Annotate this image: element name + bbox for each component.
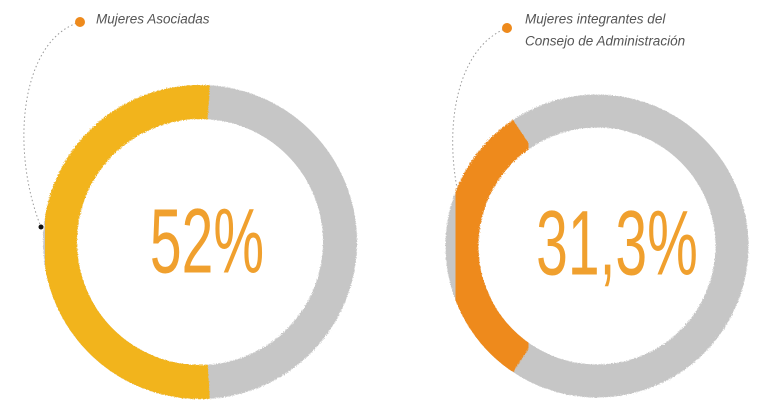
value-label: 31,3% [536, 193, 698, 295]
donut-arc [445, 119, 532, 373]
donut-arc [43, 85, 210, 399]
chart-title: Mujeres integrantes del [525, 12, 666, 27]
pointer-dot [38, 224, 44, 230]
chart-title: Consejo de Administración [525, 34, 685, 49]
bullet [75, 17, 85, 27]
leader-line [23, 21, 81, 228]
charts: 52% Mujeres Asociadas 31,3% Mujeres integra… [43, 12, 749, 399]
bullet [502, 23, 512, 33]
value-label: 52% [150, 191, 264, 293]
chart-title: Mujeres Asociadas [96, 12, 210, 27]
